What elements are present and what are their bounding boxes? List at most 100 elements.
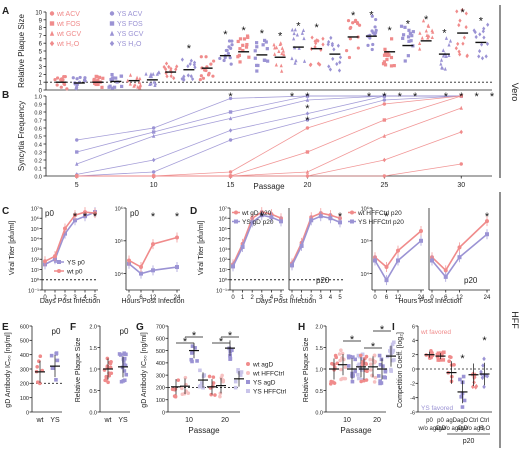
panel-a-point bbox=[295, 32, 299, 37]
panel-h-point bbox=[359, 379, 363, 384]
panel-f-point bbox=[122, 378, 127, 383]
panel-b-star: * bbox=[305, 103, 310, 115]
panel-a-point bbox=[169, 66, 173, 71]
panel-h-point bbox=[356, 353, 361, 358]
panel-a-point bbox=[315, 38, 319, 43]
panel-a-point bbox=[261, 43, 265, 47]
panel-c-multistep-y-tick-label: 10⁶ bbox=[31, 216, 39, 223]
panel-f-y-label: Relative Plaque Size bbox=[75, 338, 82, 403]
panel-a-point bbox=[447, 53, 451, 57]
panel-b-point bbox=[151, 157, 156, 163]
panel-f-point bbox=[121, 359, 126, 363]
panel-a-point bbox=[198, 78, 202, 82]
panel-a-point bbox=[274, 62, 278, 67]
panel-g-y-label: gD Antibody IC₅₀ [ng/ml] bbox=[141, 332, 148, 407]
panel-a-point bbox=[60, 78, 64, 82]
panel-a-point bbox=[444, 36, 449, 40]
side-bracket-hff: HFF bbox=[499, 192, 520, 448]
panel-a-star: * bbox=[260, 28, 265, 40]
panel-i-point bbox=[449, 355, 453, 360]
panel-b-point bbox=[75, 174, 79, 178]
panel-a-point bbox=[94, 82, 98, 87]
panel-d-ctrl-multistep-x-tick-label: 1 bbox=[300, 295, 304, 301]
panel-a-point bbox=[374, 28, 378, 32]
panel-a-point bbox=[230, 43, 234, 47]
panel-f-point bbox=[117, 352, 122, 356]
panel-i-group-label: p20 bbox=[463, 438, 475, 445]
panel-a-point bbox=[133, 82, 137, 87]
legend-marker-ysho bbox=[109, 40, 115, 47]
panel-a-point bbox=[392, 64, 396, 68]
panel-f-y-tick-label: 0.0 bbox=[89, 410, 97, 416]
panel-a-point bbox=[137, 80, 142, 85]
panel-b-y-label: Syncytia Frequency bbox=[17, 101, 26, 171]
panel-d-agd-singlestep-point bbox=[419, 238, 423, 243]
panel-d-legend-marker bbox=[234, 210, 238, 215]
panel-i-x-tick-label: Ctrl bbox=[480, 418, 489, 424]
panel-a-point bbox=[310, 35, 314, 40]
panel-a-point bbox=[222, 58, 226, 63]
panel-i-y-tick-label: -6 bbox=[410, 410, 415, 416]
panel-a-point bbox=[201, 76, 206, 80]
panel-a-point bbox=[126, 78, 130, 83]
panel-g-point bbox=[199, 381, 204, 385]
panel-a-point bbox=[202, 68, 207, 72]
panel-a-point bbox=[386, 51, 390, 55]
panel-c-singlestep-point bbox=[175, 265, 179, 270]
panel-g-y-tick-label: 200 bbox=[156, 386, 165, 392]
panel-i-x-tick-label: agD bbox=[457, 418, 469, 424]
legend-marker-ysgcv bbox=[109, 30, 115, 36]
panel-i-point bbox=[481, 363, 485, 368]
panel-a-point bbox=[110, 77, 114, 81]
panel-d-ctrl-singlestep-point bbox=[485, 219, 489, 224]
panel-a-point bbox=[175, 64, 179, 69]
panel-h-point bbox=[368, 368, 373, 372]
panel-a-point bbox=[75, 83, 79, 87]
panel-h-point bbox=[381, 364, 385, 368]
panel-d-ctrl-singlestep-point bbox=[443, 268, 448, 273]
panel-i-point bbox=[471, 384, 475, 390]
panel-a-point bbox=[164, 61, 169, 66]
panel-h-point bbox=[340, 351, 345, 356]
panel-c-singlestep-y-tick-label: 10⁴ bbox=[115, 271, 124, 278]
panel-a-point bbox=[418, 31, 422, 35]
panel-a-point bbox=[421, 18, 426, 23]
panel-g-y-tick-label: 300 bbox=[156, 373, 165, 379]
panel-a-point bbox=[349, 25, 353, 30]
panel-a-point bbox=[347, 55, 352, 60]
panel-a-point bbox=[151, 71, 155, 76]
panel-d-agd-singlestep-series-line bbox=[374, 240, 422, 282]
panel-a-point bbox=[264, 40, 268, 44]
panel-g-point bbox=[173, 394, 178, 399]
panel-label-B: B bbox=[2, 90, 9, 101]
panel-a-point bbox=[278, 42, 282, 46]
panel-b-star: * bbox=[305, 91, 310, 103]
panel-a-point bbox=[193, 65, 197, 70]
panel-a-point bbox=[188, 61, 192, 67]
panel-d-agd-singlestep-point bbox=[396, 258, 400, 263]
panel-a-y-axis-tick-label: 5 bbox=[39, 50, 43, 56]
panel-c-multistep-x-tick-label: 3 bbox=[73, 295, 77, 301]
panel-a-point bbox=[318, 62, 322, 67]
panel-a-point bbox=[482, 35, 486, 40]
panel-g-point bbox=[176, 378, 181, 382]
panel-d-agd-multistep-y-tick-label: 10⁵ bbox=[219, 226, 227, 233]
panel-a-point bbox=[345, 49, 349, 53]
panel-d-legend-label: YS HFFCtrl p20 bbox=[358, 219, 404, 226]
panel-a-star: * bbox=[314, 22, 319, 34]
panel-e-y-tick-label: 600 bbox=[20, 324, 29, 330]
panel-a-point bbox=[314, 41, 318, 46]
panel-f-y-tick-label: 1.0 bbox=[89, 367, 97, 373]
panel-h-point bbox=[372, 353, 377, 358]
panel-b-series-line bbox=[76, 131, 462, 177]
panel-b-star: * bbox=[490, 91, 495, 103]
panel-i-point bbox=[441, 358, 446, 362]
panel-a-point bbox=[62, 74, 66, 79]
panel-label-A: A bbox=[2, 6, 9, 17]
panel-a-point bbox=[212, 59, 216, 63]
panel-a-point bbox=[439, 58, 444, 62]
panel-a-point bbox=[383, 63, 388, 67]
panel-a-point bbox=[244, 45, 249, 49]
panel-a-point bbox=[119, 74, 124, 78]
panel-a-point bbox=[280, 69, 284, 73]
